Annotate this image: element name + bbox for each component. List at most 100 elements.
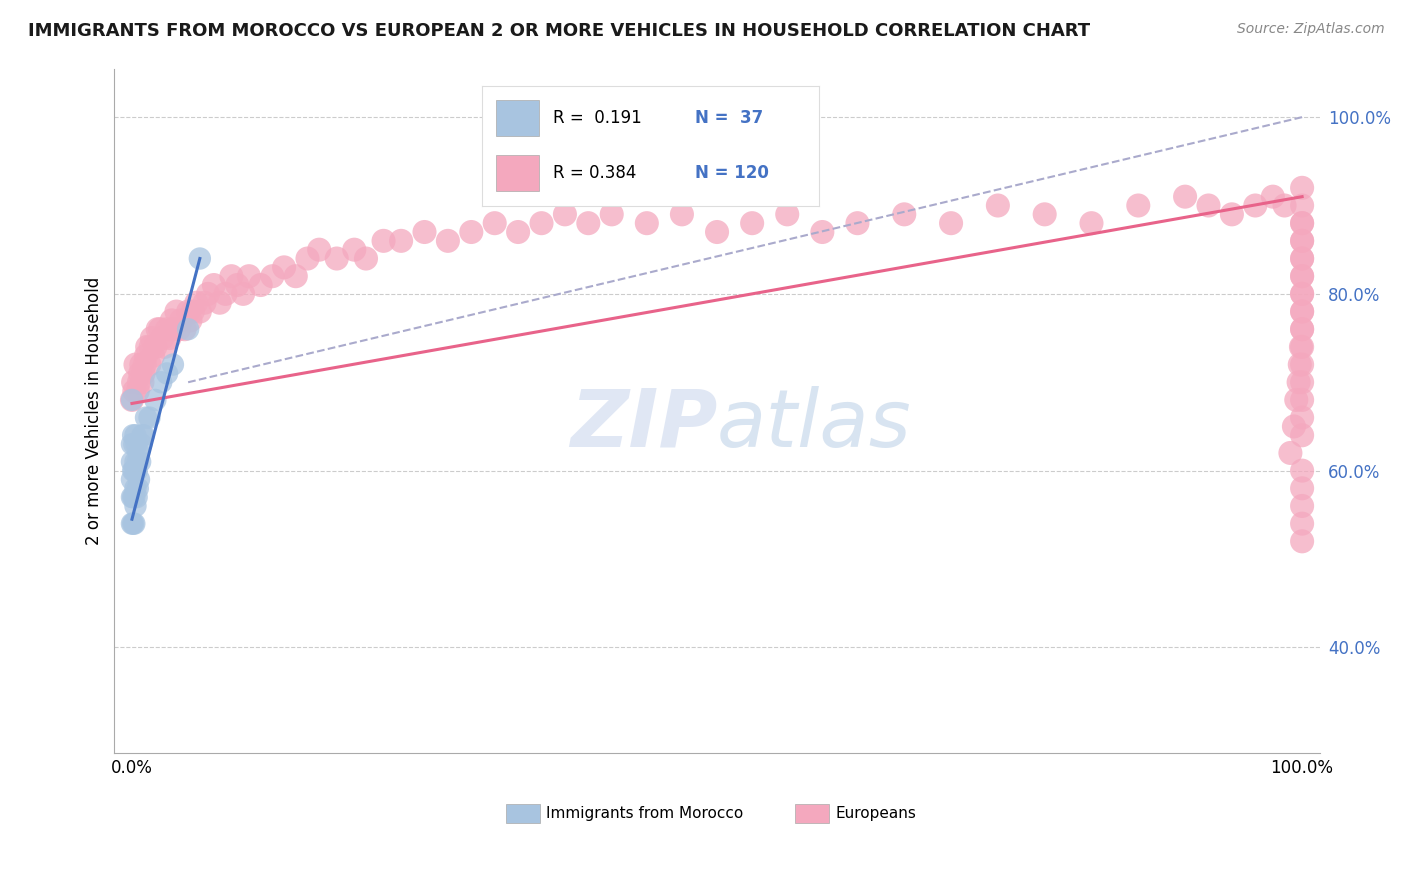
Point bbox=[373, 234, 395, 248]
Point bbox=[177, 322, 200, 336]
Point bbox=[156, 367, 179, 381]
Point bbox=[484, 216, 506, 230]
Point bbox=[134, 358, 156, 372]
Point bbox=[1261, 189, 1284, 203]
Point bbox=[1282, 419, 1305, 434]
Point bbox=[124, 437, 146, 451]
Point bbox=[1291, 376, 1313, 390]
Point bbox=[636, 216, 658, 230]
Point bbox=[1291, 340, 1313, 354]
Point bbox=[121, 516, 143, 531]
Point bbox=[741, 216, 763, 230]
Point bbox=[132, 367, 155, 381]
Point bbox=[146, 322, 169, 336]
Point bbox=[554, 207, 576, 221]
Point bbox=[214, 286, 236, 301]
Point bbox=[167, 322, 190, 336]
Point bbox=[124, 464, 146, 478]
Point bbox=[326, 252, 349, 266]
Point bbox=[1291, 181, 1313, 195]
Bar bbox=[506, 804, 540, 823]
Point bbox=[132, 428, 155, 442]
Point bbox=[600, 207, 623, 221]
Point bbox=[249, 278, 271, 293]
Point bbox=[122, 490, 145, 504]
Point bbox=[530, 216, 553, 230]
Point bbox=[208, 295, 231, 310]
Point bbox=[202, 278, 225, 293]
Point bbox=[1288, 358, 1310, 372]
Point bbox=[262, 269, 284, 284]
Point bbox=[145, 392, 167, 407]
Point bbox=[389, 234, 412, 248]
Point bbox=[1291, 234, 1313, 248]
Point bbox=[135, 349, 157, 363]
Point bbox=[127, 384, 149, 398]
Point bbox=[939, 216, 962, 230]
Point bbox=[1291, 286, 1313, 301]
Point bbox=[297, 252, 319, 266]
Y-axis label: 2 or more Vehicles in Household: 2 or more Vehicles in Household bbox=[86, 277, 103, 545]
Point bbox=[706, 225, 728, 239]
Text: Immigrants from Morocco: Immigrants from Morocco bbox=[546, 805, 744, 821]
Point bbox=[131, 437, 153, 451]
Point bbox=[165, 304, 187, 318]
Point bbox=[1244, 198, 1267, 212]
Point bbox=[136, 340, 159, 354]
Point bbox=[157, 331, 180, 345]
Point bbox=[121, 455, 143, 469]
Point bbox=[238, 269, 260, 284]
Point bbox=[1291, 234, 1313, 248]
Point bbox=[149, 322, 172, 336]
Point bbox=[671, 207, 693, 221]
Point bbox=[1198, 198, 1220, 212]
Point bbox=[131, 376, 153, 390]
Point bbox=[437, 234, 460, 248]
Point bbox=[1291, 304, 1313, 318]
Point bbox=[232, 286, 254, 301]
Point bbox=[145, 340, 167, 354]
Point bbox=[576, 216, 599, 230]
Point bbox=[124, 516, 146, 531]
Point bbox=[142, 349, 165, 363]
Point bbox=[122, 428, 145, 442]
Point bbox=[1291, 269, 1313, 284]
Point bbox=[1291, 534, 1313, 549]
Point bbox=[1291, 252, 1313, 266]
Point bbox=[1291, 269, 1313, 284]
Point bbox=[138, 410, 160, 425]
Point bbox=[1289, 340, 1312, 354]
Point bbox=[776, 207, 799, 221]
Point bbox=[1288, 376, 1310, 390]
Point bbox=[125, 437, 148, 451]
Point bbox=[125, 464, 148, 478]
Point bbox=[135, 410, 157, 425]
Text: IMMIGRANTS FROM MOROCCO VS EUROPEAN 2 OR MORE VEHICLES IN HOUSEHOLD CORRELATION : IMMIGRANTS FROM MOROCCO VS EUROPEAN 2 OR… bbox=[28, 22, 1090, 40]
Point bbox=[124, 358, 146, 372]
Point bbox=[197, 286, 219, 301]
Point bbox=[1291, 216, 1313, 230]
Point bbox=[153, 340, 176, 354]
Point bbox=[128, 446, 150, 460]
Point bbox=[1291, 322, 1313, 336]
Point bbox=[221, 269, 243, 284]
Point bbox=[1291, 499, 1313, 513]
Point bbox=[1291, 198, 1313, 212]
Point bbox=[186, 295, 208, 310]
Point bbox=[846, 216, 869, 230]
Point bbox=[124, 490, 146, 504]
Point bbox=[150, 376, 173, 390]
Point bbox=[170, 313, 193, 327]
Point bbox=[179, 313, 201, 327]
Point bbox=[1033, 207, 1056, 221]
Text: Source: ZipAtlas.com: Source: ZipAtlas.com bbox=[1237, 22, 1385, 37]
Point bbox=[1291, 358, 1313, 372]
Point bbox=[162, 358, 184, 372]
Point bbox=[1291, 304, 1313, 318]
Point bbox=[128, 473, 150, 487]
Point bbox=[177, 304, 200, 318]
Bar bbox=[796, 804, 830, 823]
Point bbox=[1291, 410, 1313, 425]
Point bbox=[273, 260, 295, 275]
Point bbox=[139, 340, 162, 354]
